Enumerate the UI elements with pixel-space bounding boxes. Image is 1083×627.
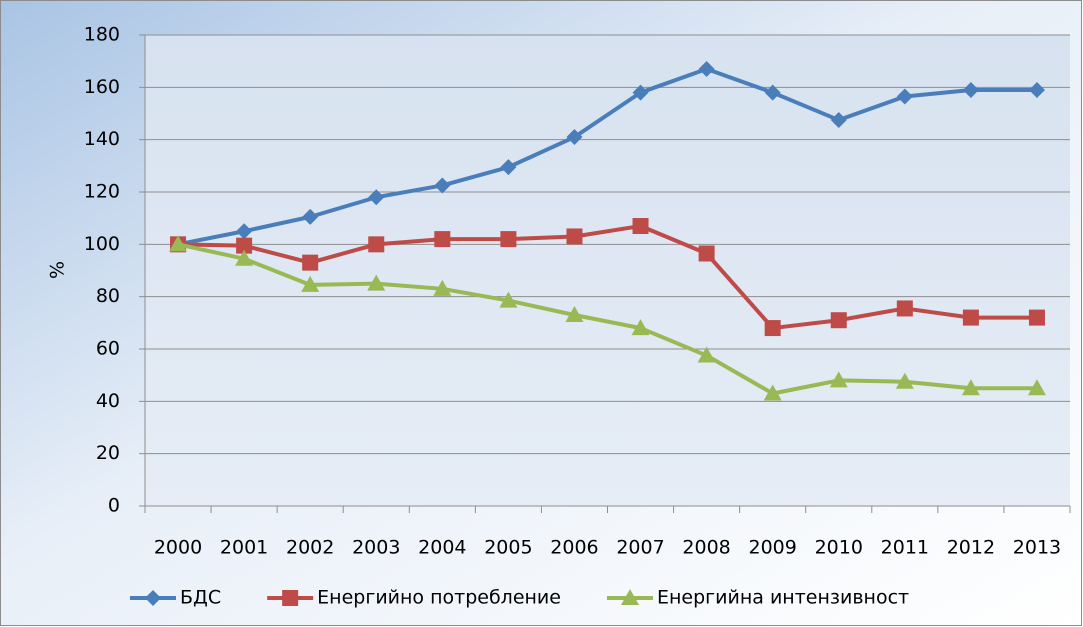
legend-marker — [620, 589, 639, 605]
data-point — [235, 249, 254, 266]
data-point — [895, 372, 914, 389]
data-point — [1028, 81, 1045, 98]
data-point — [829, 371, 848, 388]
x-tick-label: 2003 — [352, 537, 400, 559]
legend-label: Енергийно потребление — [317, 587, 561, 609]
legend-marker — [282, 590, 299, 606]
data-point — [632, 84, 649, 101]
x-tick-label: 2004 — [418, 537, 466, 559]
legend-label: Енергийна интензивност — [657, 587, 909, 609]
data-point — [500, 231, 517, 248]
data-point — [697, 346, 716, 363]
x-tick-label: 2006 — [550, 537, 598, 559]
data-point — [368, 189, 385, 206]
y-tick-label: 60 — [96, 338, 120, 360]
data-point — [367, 274, 386, 291]
data-point — [566, 129, 583, 146]
series-line — [177, 242, 1037, 396]
y-tick-label: 0 — [108, 495, 120, 517]
data-point — [368, 236, 385, 253]
y-tick-label: 40 — [96, 390, 120, 412]
x-tick-label: 2008 — [682, 537, 730, 559]
data-point — [764, 84, 781, 101]
data-point — [301, 275, 320, 292]
x-tick-label: 2005 — [484, 537, 532, 559]
x-tick-label: 2013 — [1013, 537, 1061, 559]
y-tick-label: 100 — [84, 233, 120, 255]
x-tick-label: 2002 — [286, 537, 334, 559]
x-tick-label: 2011 — [881, 537, 929, 559]
y-tick-label: 180 — [84, 24, 120, 46]
series-line — [177, 224, 1037, 331]
x-tick-label: 2010 — [815, 537, 863, 559]
data-point — [962, 309, 979, 326]
data-point — [896, 300, 913, 317]
data-point — [1028, 309, 1045, 326]
data-point — [764, 320, 781, 337]
data-point — [566, 228, 583, 245]
series-line — [177, 67, 1037, 247]
legend-marker — [145, 590, 161, 606]
data-point — [500, 159, 517, 176]
data-point — [236, 237, 253, 254]
data-point — [434, 177, 451, 194]
y-tick-label: 80 — [96, 285, 120, 307]
data-point — [302, 254, 319, 271]
data-point — [763, 384, 782, 401]
data-point — [698, 245, 715, 262]
data-point — [830, 112, 847, 129]
data-point — [302, 208, 319, 225]
data-point — [1027, 379, 1046, 396]
data-point — [433, 279, 452, 296]
data-point — [698, 61, 715, 78]
data-point — [830, 312, 847, 329]
x-tick-label: 2012 — [947, 537, 995, 559]
y-tick-label: 120 — [84, 181, 120, 203]
y-axis-label: % — [47, 261, 69, 279]
x-tick-label: 2000 — [154, 537, 202, 559]
plot-area — [145, 35, 1070, 506]
data-point — [169, 235, 188, 252]
data-point — [631, 319, 650, 336]
y-tick-label: 20 — [96, 442, 120, 464]
legend-label: БДС — [180, 587, 221, 609]
data-point — [434, 231, 451, 248]
data-point — [236, 223, 253, 240]
x-tick-label: 2007 — [616, 537, 664, 559]
x-tick-label: 2009 — [748, 537, 796, 559]
data-point — [961, 379, 980, 396]
y-tick-label: 160 — [84, 76, 120, 98]
x-tick-label: 2001 — [220, 537, 268, 559]
data-point — [632, 218, 649, 235]
data-point — [565, 305, 584, 322]
data-point — [499, 291, 518, 308]
data-point — [962, 81, 979, 98]
data-point — [896, 88, 913, 105]
y-tick-label: 140 — [84, 128, 120, 150]
